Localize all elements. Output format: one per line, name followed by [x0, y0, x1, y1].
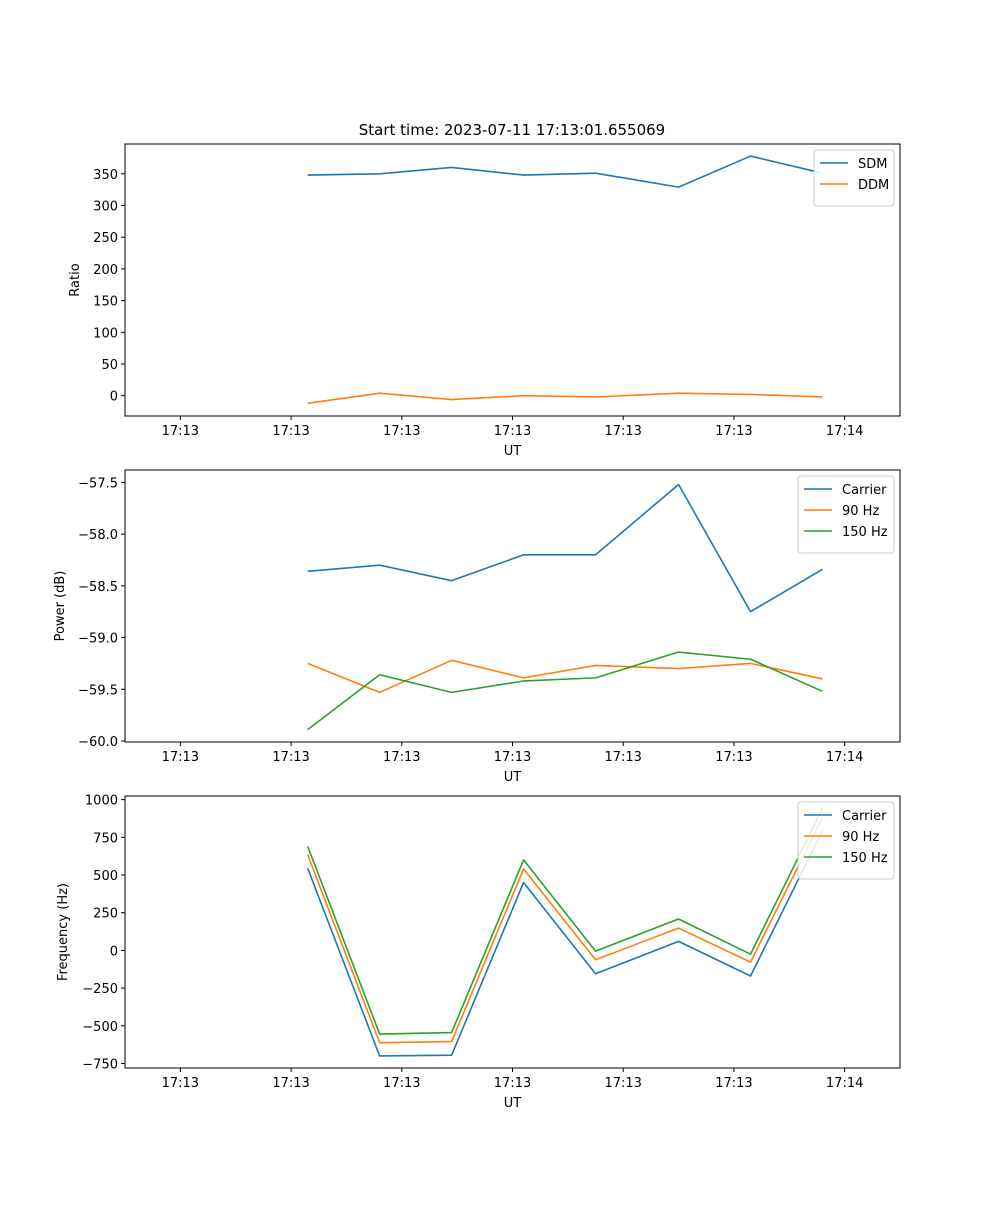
- y-tick-label: 1000: [85, 794, 118, 809]
- x-tick-label: 17:13: [383, 750, 420, 765]
- x-tick-label: 17:13: [383, 1076, 420, 1091]
- x-tick-label: 17:14: [826, 424, 863, 439]
- y-tick-label: 750: [93, 831, 118, 846]
- legend-label: Carrier: [842, 809, 887, 824]
- y-tick-label: 250: [93, 907, 118, 922]
- y-tick-label: −750: [82, 1057, 118, 1072]
- y-tick-label: −60.0: [78, 735, 118, 750]
- x-tick-label: 17:13: [494, 1076, 531, 1091]
- y-tick-label: −250: [82, 982, 118, 997]
- legend-label: 90 Hz: [842, 504, 879, 519]
- x-axis-label: UT: [504, 444, 522, 459]
- x-tick-label: 17:14: [826, 1076, 863, 1091]
- y-tick-label: 0: [110, 944, 118, 959]
- x-axis-label: UT: [504, 1096, 522, 1111]
- y-tick-label: −58.5: [78, 580, 118, 595]
- y-axis-label: Frequency (Hz): [56, 883, 71, 981]
- y-tick-label: −58.0: [78, 528, 118, 543]
- x-tick-label: 17:13: [162, 750, 199, 765]
- legend-label: 90 Hz: [842, 830, 879, 845]
- x-tick-label: 17:13: [272, 424, 309, 439]
- legend-label: 150 Hz: [842, 851, 888, 866]
- x-tick-label: 17:13: [494, 424, 531, 439]
- x-tick-label: 17:13: [715, 750, 752, 765]
- figure-title: Start time: 2023-07-11 17:13:01.655069: [359, 121, 665, 139]
- y-tick-label: 500: [93, 869, 118, 884]
- x-tick-label: 17:13: [715, 424, 752, 439]
- x-tick-label: 17:13: [604, 1076, 641, 1091]
- x-tick-label: 17:14: [826, 750, 863, 765]
- y-axis-label: Power (dB): [53, 571, 68, 642]
- legend-label: 150 Hz: [842, 525, 888, 540]
- x-tick-label: 17:13: [383, 424, 420, 439]
- y-tick-label: 50: [101, 358, 118, 373]
- x-tick-label: 17:13: [715, 1076, 752, 1091]
- x-tick-label: 17:13: [494, 750, 531, 765]
- x-tick-label: 17:13: [272, 1076, 309, 1091]
- legend-label: Carrier: [842, 483, 887, 498]
- y-tick-label: 0: [110, 390, 118, 405]
- y-tick-label: −59.5: [78, 683, 118, 698]
- y-tick-label: 250: [93, 231, 118, 246]
- y-tick-label: 150: [93, 295, 118, 310]
- x-tick-label: 17:13: [162, 1076, 199, 1091]
- legend-label: SDM: [858, 157, 887, 172]
- x-tick-label: 17:13: [604, 424, 641, 439]
- x-tick-label: 17:13: [162, 424, 199, 439]
- y-tick-label: 300: [93, 200, 118, 215]
- y-tick-label: −57.5: [78, 476, 118, 491]
- y-axis-label: Ratio: [68, 263, 83, 296]
- x-axis-label: UT: [504, 770, 522, 785]
- legend-label: DDM: [858, 178, 889, 193]
- x-tick-label: 17:13: [272, 750, 309, 765]
- x-tick-label: 17:13: [604, 750, 641, 765]
- y-tick-label: 200: [93, 263, 118, 278]
- y-tick-label: 100: [93, 326, 118, 341]
- y-tick-label: −59.0: [78, 632, 118, 647]
- y-tick-label: −500: [82, 1020, 118, 1035]
- y-tick-label: 350: [93, 168, 118, 183]
